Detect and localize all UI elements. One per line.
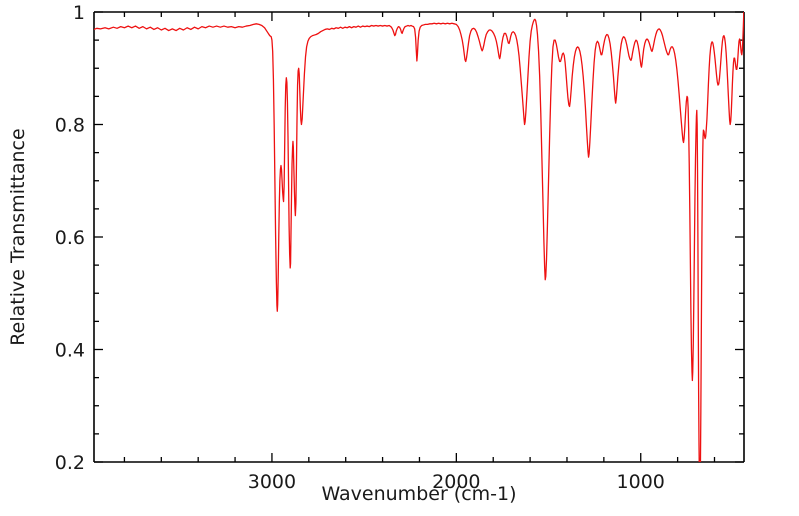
- y-axis-title: Relative Transmittance: [7, 128, 29, 345]
- x-axis-title: Wavenumber (cm-1): [321, 483, 516, 505]
- x-axis-ticks: [123, 12, 716, 462]
- y-tick-label: 0.2: [55, 452, 85, 474]
- y-tick-label: 1: [73, 2, 85, 24]
- axis-frame: [93, 11, 745, 463]
- y-axis-ticks: [94, 11, 744, 463]
- x-tick-label: 2000: [432, 471, 480, 493]
- data-series-group: [94, 12, 744, 462]
- x-tick-label: 1000: [617, 471, 665, 493]
- spectrum-line: [94, 12, 744, 462]
- x-tick-labels: 3000 2000 1000: [248, 471, 665, 493]
- y-tick-label: 0.8: [55, 115, 85, 137]
- x-tick-label: 3000: [248, 471, 296, 493]
- y-tick-label: 0.4: [55, 340, 85, 362]
- y-tick-label: 0.6: [55, 227, 85, 249]
- y-tick-labels: 0.2 0.4 0.6 0.8 1: [55, 2, 85, 474]
